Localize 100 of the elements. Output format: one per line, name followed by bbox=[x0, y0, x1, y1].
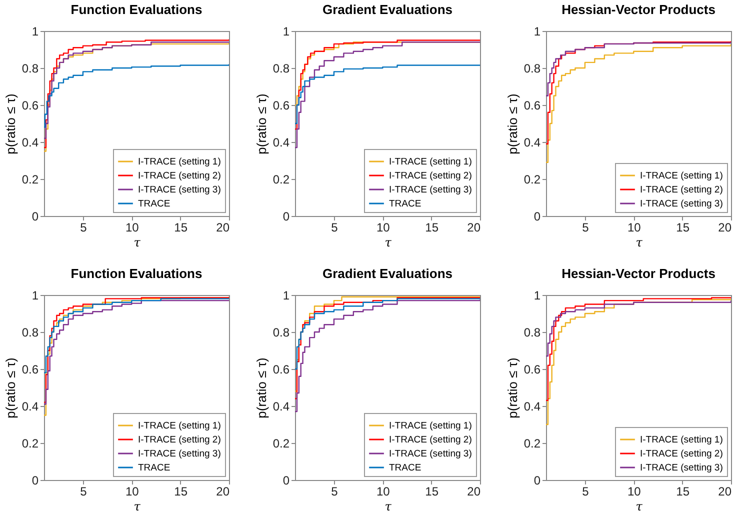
y-tick-label: 0 bbox=[282, 210, 290, 224]
x-tick-label: 20 bbox=[718, 220, 732, 234]
y-tick-label: 0.8 bbox=[272, 326, 290, 340]
legend-label: I-TRACE (setting 3) bbox=[138, 448, 221, 460]
y-tick-label: 0 bbox=[32, 210, 39, 224]
y-axis-title: p(ratio ≤ τ) bbox=[504, 358, 520, 418]
chart-title: Hessian-Vector Products bbox=[562, 266, 716, 281]
x-tick-label: 15 bbox=[425, 220, 439, 234]
x-tick-label: 5 bbox=[80, 220, 88, 234]
legend-label: I-TRACE (setting 1) bbox=[389, 156, 472, 168]
y-axis-title: p(ratio ≤ τ) bbox=[254, 358, 269, 418]
y-tick-label: 0 bbox=[32, 474, 39, 488]
legend-label: TRACE bbox=[389, 198, 422, 210]
chart-title: Hessian-Vector Products bbox=[562, 2, 716, 17]
legend-label: I-TRACE (setting 3) bbox=[389, 448, 472, 460]
legend-label: I-TRACE (setting 2) bbox=[640, 448, 723, 460]
x-tick-label: 10 bbox=[125, 220, 140, 234]
x-tick-label: 10 bbox=[376, 484, 390, 498]
legend-label: I-TRACE (setting 3) bbox=[640, 462, 723, 474]
y-tick-label: 0.2 bbox=[524, 172, 541, 186]
legend-label: TRACE bbox=[389, 462, 422, 474]
legend-label: I-TRACE (setting 1) bbox=[640, 170, 723, 182]
x-axis-title: τ bbox=[384, 236, 392, 250]
y-tick-label: 0.6 bbox=[22, 98, 39, 112]
x-tick-label: 10 bbox=[627, 220, 642, 234]
y-tick-label: 0.6 bbox=[272, 362, 290, 376]
x-axis-title: τ bbox=[636, 236, 643, 250]
x-tick-label: 20 bbox=[216, 484, 230, 498]
x-tick-label: 5 bbox=[80, 484, 88, 498]
y-axis-title: p(ratio ≤ τ) bbox=[504, 94, 520, 154]
y-tick-label: 1 bbox=[282, 24, 290, 38]
legend-label: TRACE bbox=[138, 462, 170, 474]
y-tick-label: 1 bbox=[534, 288, 541, 302]
y-tick-label: 1 bbox=[534, 24, 541, 38]
x-tick-label: 20 bbox=[216, 220, 230, 234]
x-tick-label: 15 bbox=[676, 484, 690, 498]
legend-label: I-TRACE (setting 1) bbox=[640, 434, 723, 446]
x-tick-label: 10 bbox=[376, 220, 390, 234]
y-axis-title: p(ratio ≤ τ) bbox=[2, 358, 18, 418]
x-tick-label: 15 bbox=[425, 484, 439, 498]
x-tick-label: 5 bbox=[331, 220, 338, 234]
y-tick-label: 0.8 bbox=[22, 326, 39, 340]
y-tick-label: 0.4 bbox=[524, 400, 541, 414]
chart-title: Gradient Evaluations bbox=[322, 266, 453, 281]
y-tick-label: 0.6 bbox=[524, 98, 541, 112]
y-tick-label: 1 bbox=[32, 288, 39, 302]
x-tick-label: 20 bbox=[467, 484, 481, 498]
y-tick-label: 0.2 bbox=[524, 436, 541, 450]
x-tick-label: 15 bbox=[174, 220, 188, 234]
x-tick-label: 5 bbox=[331, 484, 338, 498]
legend-label: I-TRACE (setting 3) bbox=[389, 184, 472, 196]
legend-label: I-TRACE (setting 1) bbox=[389, 420, 472, 432]
x-tick-label: 20 bbox=[467, 220, 481, 234]
legend-label: I-TRACE (setting 2) bbox=[640, 184, 723, 196]
y-tick-label: 0.6 bbox=[22, 362, 39, 376]
y-tick-label: 0.4 bbox=[272, 400, 290, 414]
y-tick-label: 0.6 bbox=[272, 98, 290, 112]
y-tick-label: 0 bbox=[282, 474, 290, 488]
legend-label: TRACE bbox=[138, 198, 170, 210]
x-axis-title: τ bbox=[134, 236, 141, 250]
legend-label: I-TRACE (setting 3) bbox=[640, 198, 723, 210]
y-tick-label: 0.4 bbox=[22, 136, 39, 150]
y-tick-label: 0.4 bbox=[272, 136, 290, 150]
x-axis-title: τ bbox=[134, 500, 141, 514]
x-tick-label: 15 bbox=[174, 484, 188, 498]
y-tick-label: 1 bbox=[282, 288, 290, 302]
y-tick-label: 1 bbox=[32, 24, 39, 38]
legend-label: I-TRACE (setting 2) bbox=[138, 434, 221, 446]
y-tick-label: 0.2 bbox=[272, 436, 290, 450]
y-tick-label: 0.6 bbox=[524, 362, 541, 376]
legend-label: I-TRACE (setting 2) bbox=[389, 170, 472, 182]
legend-label: I-TRACE (setting 2) bbox=[138, 170, 221, 182]
chart-title: Gradient Evaluations bbox=[322, 2, 453, 17]
y-axis-title: p(ratio ≤ τ) bbox=[2, 94, 18, 154]
y-tick-label: 0.2 bbox=[22, 436, 39, 450]
y-tick-label: 0.4 bbox=[22, 400, 39, 414]
legend-label: I-TRACE (setting 1) bbox=[138, 420, 221, 432]
x-tick-label: 5 bbox=[582, 484, 590, 498]
y-tick-label: 0.8 bbox=[524, 62, 541, 76]
y-tick-label: 0 bbox=[534, 474, 541, 488]
x-axis-title: τ bbox=[384, 500, 392, 514]
x-tick-label: 10 bbox=[627, 484, 642, 498]
x-tick-label: 5 bbox=[582, 220, 590, 234]
y-tick-label: 0.8 bbox=[524, 326, 541, 340]
y-tick-label: 0 bbox=[534, 210, 541, 224]
y-tick-label: 0.4 bbox=[524, 136, 541, 150]
y-axis-title: p(ratio ≤ τ) bbox=[254, 94, 269, 154]
x-axis-title: τ bbox=[636, 500, 643, 514]
y-tick-label: 0.8 bbox=[22, 62, 39, 76]
x-tick-label: 10 bbox=[125, 484, 140, 498]
y-tick-label: 0.2 bbox=[272, 172, 290, 186]
legend-label: I-TRACE (setting 1) bbox=[138, 156, 221, 168]
legend-label: I-TRACE (setting 2) bbox=[389, 434, 472, 446]
x-tick-label: 15 bbox=[676, 220, 690, 234]
y-tick-label: 0.8 bbox=[272, 62, 290, 76]
chart-title: Function Evaluations bbox=[70, 266, 202, 281]
x-tick-label: 20 bbox=[718, 484, 732, 498]
y-tick-label: 0.2 bbox=[22, 172, 39, 186]
legend-label: I-TRACE (setting 3) bbox=[138, 184, 221, 196]
chart-title: Function Evaluations bbox=[70, 2, 202, 17]
